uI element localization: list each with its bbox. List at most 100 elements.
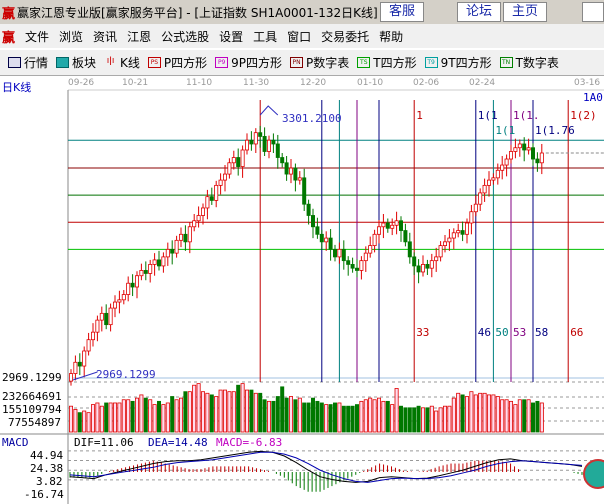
volume-bar [275,396,280,433]
volume-bar [121,399,126,433]
toolbar-label: P数字表 [306,56,350,70]
macd-tick: 24.38 [30,462,64,475]
menu-browse[interactable]: 浏览 [59,29,84,44]
menu-info[interactable]: 资讯 [93,29,118,44]
date-tick: 12-20 [300,78,327,88]
candle-body [469,211,474,224]
volume-bar [126,399,131,433]
volume-bar [478,392,483,433]
date-tick: 11-10 [186,78,213,88]
toolbar-p-square[interactable]: PS P四方形 [147,54,208,71]
candle-body [517,143,522,149]
volume-tick: 77554897 [8,416,61,429]
volume-bar [385,400,390,433]
volume-bar [306,402,311,433]
volume-bar [500,399,505,433]
volume-bar [293,399,298,433]
candle-body [508,151,513,160]
vline-bottom-label: 53 [513,326,527,339]
customer-service-button[interactable]: 客服 [380,2,425,22]
toolbar-t-table[interactable]: TN T数字表 [499,54,559,71]
volume-bar [460,394,465,433]
menu-trade[interactable]: 交易委托 [321,29,370,44]
toolbar-9p-square[interactable]: P9 9P四方形 [215,54,282,71]
candle-body [209,196,214,201]
toolbar-label: 板块 [72,56,97,70]
menu-window[interactable]: 窗口 [287,29,312,44]
candle-body [126,282,131,295]
volume-bar [82,410,87,433]
volume-bar [429,405,434,433]
macd-title: MACD [2,436,29,449]
volume-bar [77,412,82,433]
ps-icon: PS [147,57,161,68]
candle-body [324,237,329,243]
candle-body [231,157,236,164]
candle-body [368,245,373,254]
forum-button[interactable]: 论坛 [457,2,502,22]
candle-body [91,331,96,341]
volume-bar [324,404,329,433]
toolbar-p-table[interactable]: PN P数字表 [290,54,349,71]
toolbar-9t-square[interactable]: T9 9T四方形 [424,54,492,71]
menu-file[interactable]: 文件 [25,29,50,44]
candle-body [416,265,421,273]
toolbar-t-square[interactable]: TS T四方形 [357,54,417,71]
candle-body [420,264,425,273]
low-price-label: 2969.1299 [96,368,156,381]
volume-tick: 155109794 [2,403,62,416]
toolbar-quotes[interactable]: 行情 [8,54,48,71]
candle-body [531,147,536,160]
candle-body [139,270,144,277]
toolbar-label: P四方形 [163,56,208,70]
volume-bar [91,404,96,433]
toolbar-sectors[interactable]: 板块 [56,54,96,71]
candle-body [156,259,161,267]
candle-body [394,220,399,226]
candle-body [504,158,509,166]
volume-bar [390,404,395,433]
candle-body [315,226,320,235]
candle-body [319,233,324,243]
volume-bar [104,402,109,433]
candle-body [187,226,192,243]
volume-bar [161,404,166,433]
volume-bar [297,397,302,433]
home-button[interactable]: 主页 [503,2,548,22]
candle-body [178,233,183,241]
date-axis: 09-26 10-21 11-10 11-30 12-20 01-10 02-0… [0,78,604,90]
candle-body [271,139,276,145]
candle-body [113,301,118,309]
toolbar-kline[interactable]: ıǀı K线 [104,54,140,71]
volume-bar [363,399,368,433]
candle-body [196,215,201,222]
candle-body [275,143,280,158]
candle-body [486,179,491,186]
volume-bar [302,402,307,433]
volume-bar [425,407,430,433]
menu-formula[interactable]: 公式选股 [161,29,210,44]
volume-bar [328,404,333,433]
volume-bar [504,399,509,433]
menu-help[interactable]: 帮助 [379,29,404,44]
candle-body [495,169,500,179]
candle-body [434,256,439,262]
volume-bar [244,389,249,433]
volume-bar [288,396,293,433]
app-badge-icon [583,459,604,489]
candle-body [306,203,311,216]
menu-gann[interactable]: 江恩 [127,29,152,44]
candle-body [244,139,249,151]
candle-body [513,147,518,152]
candle-body [117,299,122,303]
volume-bar [266,400,271,433]
candle-body [148,264,153,274]
candle-body [328,237,333,250]
tn-icon: TN [499,57,513,68]
menu-settings[interactable]: 设置 [219,29,244,44]
volume-bar [416,405,421,433]
blocks-icon [56,57,70,68]
menu-tools[interactable]: 工具 [253,29,278,44]
volume-bar [482,392,487,433]
